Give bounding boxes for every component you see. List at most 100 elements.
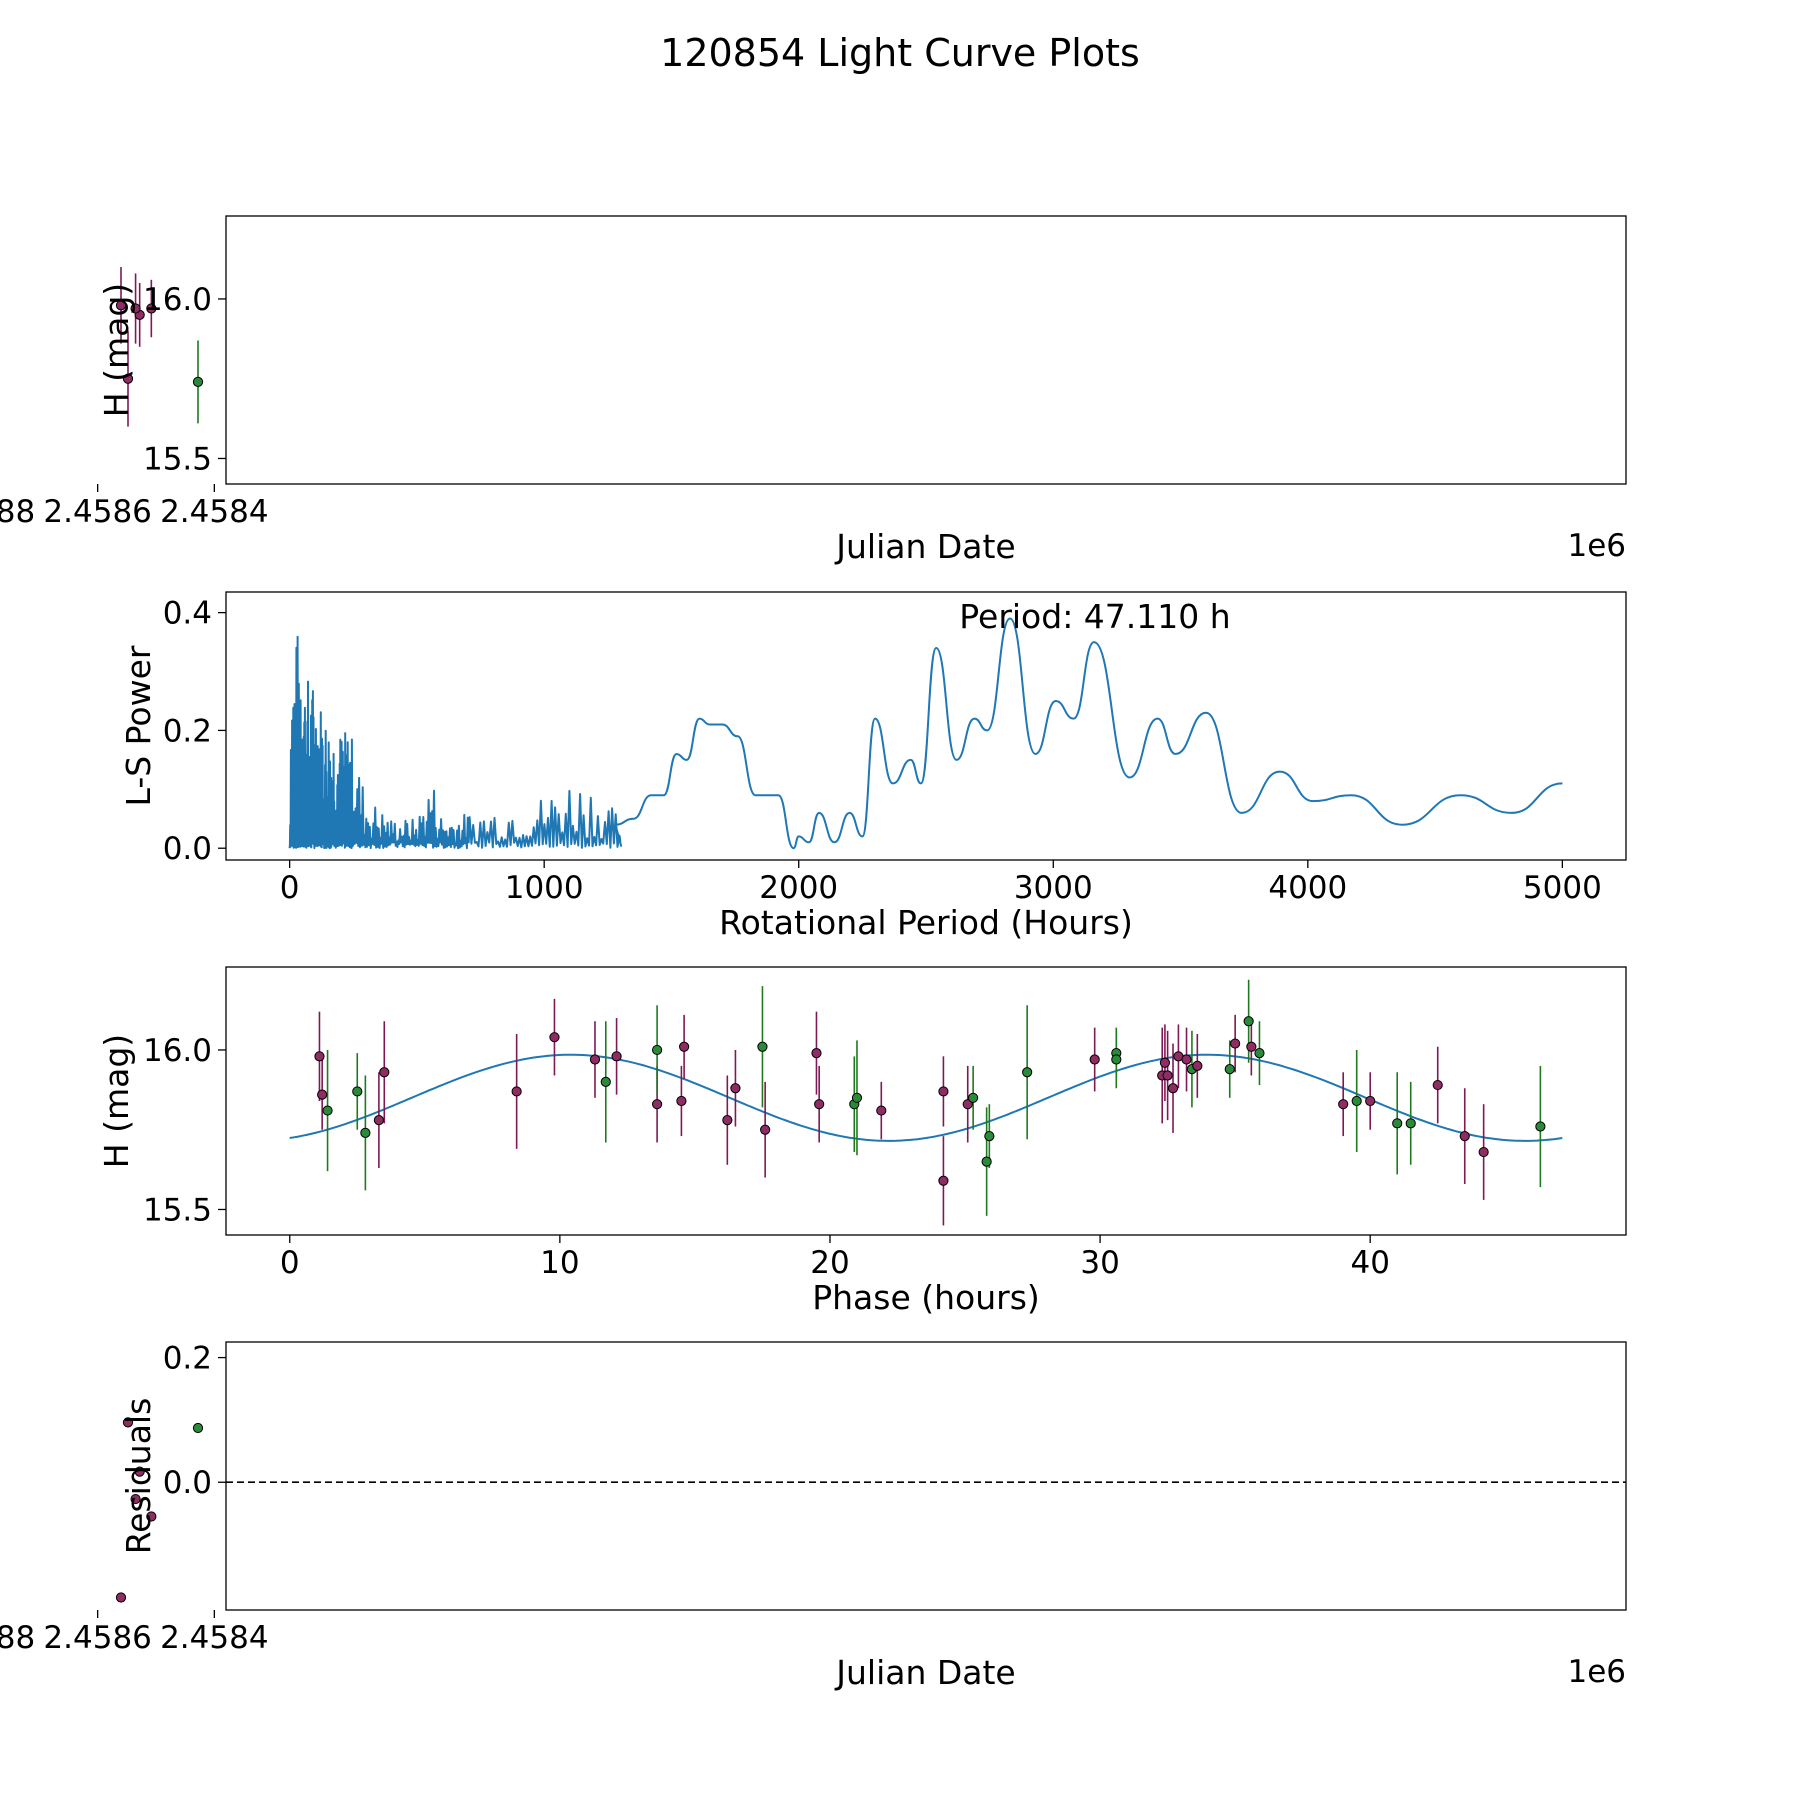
periodogram-xtick-label: 1000 bbox=[505, 870, 584, 906]
lightcurve-ytick-label: 16.0 bbox=[143, 282, 212, 318]
phased-point bbox=[600, 1076, 611, 1087]
phased-point bbox=[322, 1105, 333, 1116]
phased-point bbox=[984, 1130, 995, 1142]
residuals-xlabel: Julian Date bbox=[834, 1653, 1016, 1692]
phased-point bbox=[968, 1092, 979, 1103]
periodogram-ytick-label: 0.4 bbox=[163, 596, 212, 632]
residuals-ytick-label: 0.2 bbox=[163, 1341, 212, 1377]
phased-point bbox=[757, 1041, 768, 1052]
phased-xlabel: Phase (hours) bbox=[812, 1278, 1040, 1317]
phased-point bbox=[1162, 1070, 1173, 1081]
lightcurve-point bbox=[115, 300, 127, 311]
phased-point bbox=[549, 1032, 560, 1043]
phased-frame bbox=[225, 966, 1627, 1236]
phased-point bbox=[730, 1083, 741, 1094]
phased-panel: 0 10 20 30 40 16.0 15.5 Phase (hours) H (mag) bbox=[97, 966, 1627, 1317]
phased-model-line bbox=[289, 1053, 1563, 1142]
residuals-xtick-label: 2.4584 bbox=[160, 1620, 268, 1656]
phased-point bbox=[1022, 1067, 1033, 1078]
residuals-point bbox=[134, 1466, 145, 1477]
phased-point bbox=[1181, 1054, 1192, 1065]
phased-xtick-label: 20 bbox=[810, 1245, 849, 1281]
phased-point bbox=[938, 1086, 949, 1097]
phased-point bbox=[511, 1086, 522, 1097]
phased-xtick-label: 0 bbox=[280, 1245, 300, 1281]
phased-ytick-label: 16.0 bbox=[143, 1033, 212, 1069]
phased-ylabel: H (mag) bbox=[97, 1034, 136, 1168]
phased-point bbox=[379, 1067, 390, 1078]
phased-point bbox=[679, 1041, 690, 1052]
phased-model-curve bbox=[289, 1053, 1563, 1142]
periodogram-xtick-label: 0 bbox=[280, 870, 300, 906]
phased-point bbox=[1459, 1130, 1470, 1142]
periodogram-xlabel: Rotational Period (Hours) bbox=[719, 903, 1133, 942]
residuals-ylabel: Residuals bbox=[119, 1398, 158, 1555]
lightcurve-point bbox=[122, 373, 134, 384]
period-annotation: Period: 47.110 h bbox=[959, 597, 1230, 636]
lightcurve-point bbox=[130, 303, 141, 314]
periodogram-xtick-label: 2000 bbox=[759, 870, 838, 906]
phased-point bbox=[1224, 1063, 1235, 1075]
phased-xtick-label: 30 bbox=[1080, 1245, 1119, 1281]
residuals-frame bbox=[225, 1341, 1627, 1611]
lightcurve-y-ticks: 16.0 15.5 bbox=[143, 282, 226, 477]
residuals-y-ticks: 0.0 0.2 bbox=[163, 1341, 226, 1501]
phased-point bbox=[652, 1099, 663, 1110]
residuals-point bbox=[115, 1592, 127, 1603]
lightcurve-x-offset: 1e6 bbox=[1567, 528, 1626, 564]
lightcurve-xlabel: Julian Date bbox=[834, 527, 1016, 566]
periodogram-x-ticks: 0 1000 2000 3000 4000 5000 bbox=[280, 860, 1602, 906]
phased-xtick-label: 40 bbox=[1350, 1245, 1389, 1281]
phased-point bbox=[1243, 1016, 1254, 1027]
residuals-x-offset: 1e6 bbox=[1567, 1654, 1626, 1690]
residuals-point bbox=[130, 1493, 141, 1505]
phased-point bbox=[373, 1115, 384, 1126]
phased-point bbox=[962, 1099, 973, 1110]
phased-point bbox=[1246, 1041, 1257, 1052]
periodogram-frame bbox=[225, 591, 1627, 861]
figure-title: 120854 Light Curve Plots bbox=[660, 31, 1140, 75]
phased-point bbox=[589, 1054, 601, 1065]
lightcurve-points bbox=[115, 267, 204, 427]
lightcurve-frame bbox=[225, 215, 1627, 485]
phased-point bbox=[652, 1044, 663, 1056]
phased-point bbox=[1111, 1054, 1122, 1065]
phased-point bbox=[676, 1095, 687, 1107]
phased-points bbox=[314, 979, 1546, 1226]
residuals-xtick-label: 2.4586 bbox=[43, 1620, 151, 1656]
phased-point bbox=[317, 1089, 328, 1100]
lightcurve-xtick-label: 2.4588 bbox=[0, 494, 35, 530]
phased-point bbox=[1405, 1118, 1416, 1129]
phased-point bbox=[1392, 1118, 1403, 1129]
residuals-xtick-label: 2.4588 bbox=[0, 1620, 35, 1656]
phased-point bbox=[352, 1086, 363, 1097]
phased-point bbox=[1365, 1095, 1376, 1107]
periodogram-ylabel: L-S Power bbox=[119, 645, 158, 806]
phased-point bbox=[1432, 1079, 1443, 1091]
residuals-points bbox=[115, 1417, 204, 1603]
phased-x-ticks: 0 10 20 30 40 bbox=[280, 1235, 1390, 1281]
phased-point bbox=[876, 1105, 887, 1116]
periodogram-xtick-label: 3000 bbox=[1014, 870, 1093, 906]
periodogram-power-line bbox=[288, 617, 1563, 850]
phased-point bbox=[1089, 1054, 1100, 1065]
phased-point bbox=[760, 1124, 771, 1135]
phased-ytick-label: 15.5 bbox=[143, 1192, 212, 1228]
phased-point bbox=[1535, 1121, 1546, 1132]
residuals-point bbox=[192, 1422, 204, 1434]
phased-xtick-label: 10 bbox=[540, 1245, 579, 1281]
phased-point bbox=[851, 1092, 863, 1103]
periodogram-line bbox=[288, 617, 1563, 850]
periodogram-xtick-label: 5000 bbox=[1523, 870, 1602, 906]
phased-point bbox=[314, 1051, 325, 1062]
phased-point bbox=[1167, 1083, 1179, 1094]
periodogram-xtick-label: 4000 bbox=[1268, 870, 1347, 906]
residuals-point bbox=[146, 1511, 157, 1522]
lightcurve-ytick-label: 15.5 bbox=[143, 441, 212, 477]
phased-point bbox=[814, 1099, 825, 1110]
residuals-ytick-label: 0.0 bbox=[163, 1465, 212, 1501]
